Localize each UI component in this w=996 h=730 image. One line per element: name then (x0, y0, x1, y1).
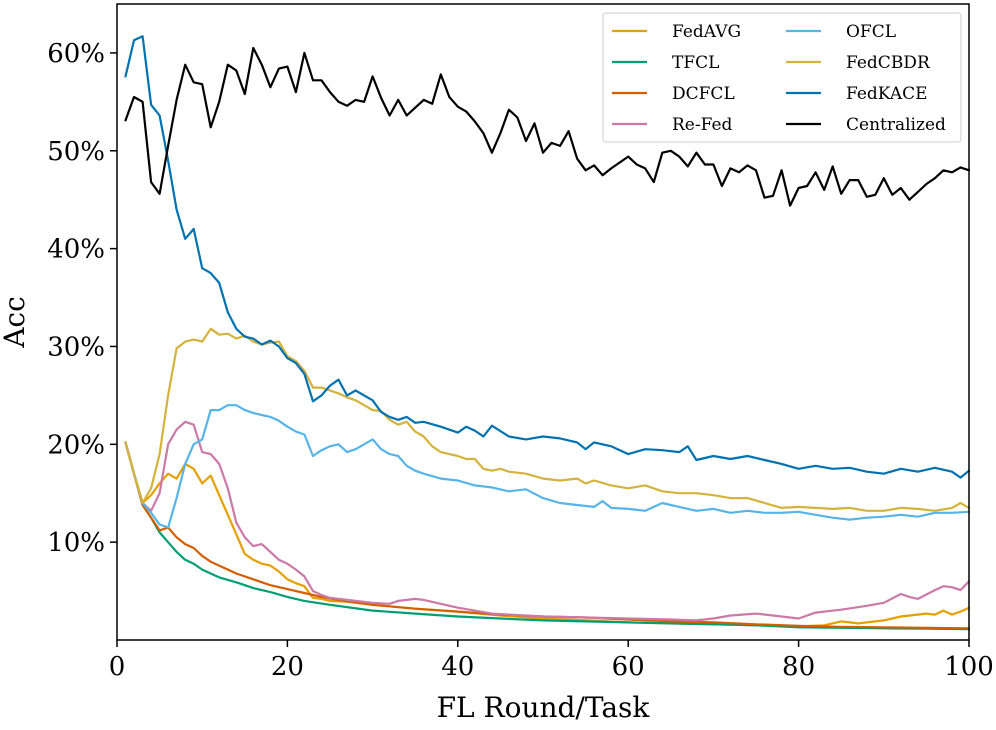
x-tick-label: 60 (612, 652, 645, 682)
y-tick-label: 20% (47, 430, 105, 460)
series-line-dcfcl (124, 441, 971, 630)
x-tick-label: 100 (944, 652, 994, 682)
legend-label-re-fed: Re-Fed (672, 115, 733, 135)
x-tick-label: 0 (109, 652, 126, 682)
y-axis-title: Acc (0, 296, 31, 349)
x-tick-label: 20 (271, 652, 304, 682)
x-axis: 0 20 40 60 80 100 (109, 640, 994, 682)
y-tick-label: 30% (47, 332, 105, 362)
y-tick-label: 50% (47, 137, 105, 167)
legend-label-tfcl: TFCL (672, 53, 719, 73)
legend-label-fedavg: FedAVG (672, 22, 741, 42)
x-tick-label: 40 (441, 652, 474, 682)
x-axis-title: FL Round/Task (437, 691, 651, 724)
legend-label-centralized: Centralized (846, 115, 946, 135)
y-tick-label: 60% (47, 39, 105, 69)
series-line-ofcl (124, 404, 971, 529)
y-tick-label: 10% (47, 528, 105, 558)
series-line-fedcbdr (124, 327, 971, 512)
legend-label-fedcbdr: FedCBDR (846, 53, 931, 73)
x-tick-label: 80 (782, 652, 815, 682)
legend: FedAVG TFCL DCFCL Re-Fed OFCL FedCBDR FedKACE C… (602, 12, 962, 143)
y-tick-label: 40% (47, 235, 105, 265)
plot-frame (116, 3, 970, 641)
series-line-re-fed (124, 420, 971, 622)
legend-label-ofcl: OFCL (846, 22, 896, 42)
series-lines (124, 35, 971, 631)
legend-box (602, 12, 962, 143)
series-line-fedkace (124, 35, 971, 479)
y-axis: 10% 20% 30% 40% 50% 60% (47, 39, 117, 558)
series-line-tfcl (124, 441, 971, 631)
series-line-fedavg (124, 441, 971, 628)
legend-label-dcfcl: DCFCL (672, 84, 735, 104)
series-line-centralized (124, 46, 971, 207)
legend-label-fedkace: FedKACE (846, 84, 928, 104)
